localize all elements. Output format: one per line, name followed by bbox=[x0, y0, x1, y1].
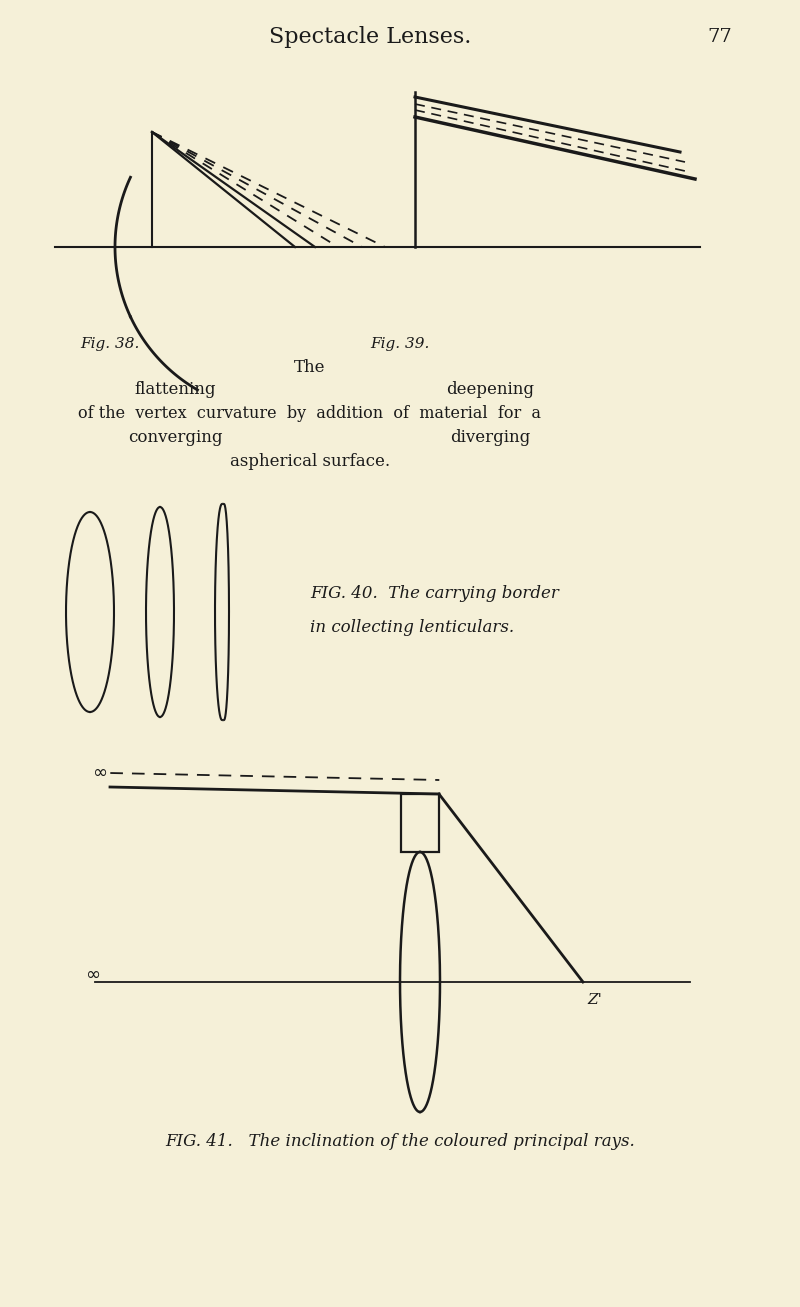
Text: Z': Z' bbox=[587, 993, 602, 1006]
Text: Fig. 39.: Fig. 39. bbox=[370, 337, 430, 352]
Text: aspherical surface.: aspherical surface. bbox=[230, 454, 390, 471]
Text: in collecting lenticulars.: in collecting lenticulars. bbox=[310, 618, 514, 635]
Text: Fig. 38.: Fig. 38. bbox=[80, 337, 139, 352]
Text: $\infty$: $\infty$ bbox=[93, 763, 107, 782]
Text: FIG. 40.  The carrying border: FIG. 40. The carrying border bbox=[310, 586, 559, 603]
Text: Spectacle Lenses.: Spectacle Lenses. bbox=[269, 26, 471, 48]
Text: flattening: flattening bbox=[134, 382, 216, 399]
Bar bbox=[401, 793, 439, 852]
Text: converging: converging bbox=[128, 429, 222, 446]
Text: FIG. 41.   The inclination of the coloured principal rays.: FIG. 41. The inclination of the coloured… bbox=[165, 1133, 635, 1150]
Text: deepening: deepening bbox=[446, 382, 534, 399]
Text: of the  vertex  curvature  by  addition  of  material  for  a: of the vertex curvature by addition of m… bbox=[78, 405, 542, 422]
Text: 77: 77 bbox=[708, 27, 732, 46]
Text: diverging: diverging bbox=[450, 429, 530, 446]
Text: The: The bbox=[294, 359, 326, 376]
Text: $\infty$: $\infty$ bbox=[86, 965, 101, 983]
